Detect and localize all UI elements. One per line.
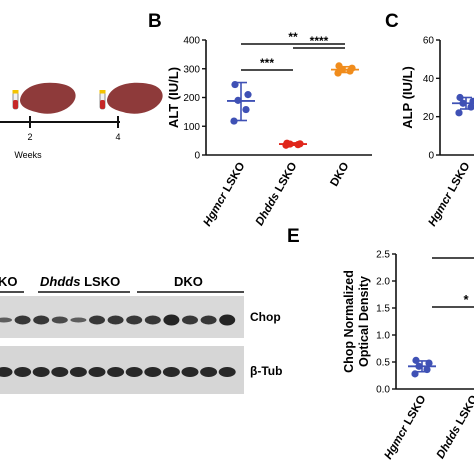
blot-band-chop xyxy=(14,315,31,325)
significance-label: **** xyxy=(310,34,329,48)
y-tick-label: 40 xyxy=(423,74,435,85)
liver-icon xyxy=(107,82,163,114)
blot-group-label: DKO xyxy=(174,274,203,289)
timeline-panel: 2 4 Weeks xyxy=(0,82,163,160)
y-axis-label: ALP (IU/L) xyxy=(400,66,415,129)
blot-band-chop xyxy=(219,314,236,326)
liver-icon xyxy=(20,82,76,114)
y-tick-label: 2.5 xyxy=(376,250,390,261)
blot-band-chop xyxy=(144,315,161,325)
blot-band-chop xyxy=(163,314,180,326)
y-axis-label: Optical Density xyxy=(357,276,371,367)
data-point xyxy=(231,80,239,89)
blot-band-tubulin xyxy=(69,367,87,377)
data-point xyxy=(242,105,250,114)
data-point xyxy=(411,370,419,378)
data-point xyxy=(469,97,474,105)
data-point xyxy=(234,96,242,104)
significance-label: * xyxy=(463,292,469,307)
data-point xyxy=(459,99,467,107)
western-blot-panel: KO Dhdds LSKO DKO Chop β-Tub xyxy=(0,274,282,394)
data-point xyxy=(283,139,291,147)
y-tick-label: 0 xyxy=(194,151,200,162)
y-tick-label: 300 xyxy=(183,64,200,75)
y-tick-label: 0.5 xyxy=(376,358,390,369)
x-category-label: Hgmcr LSKO xyxy=(426,160,472,228)
y-tick-label: 100 xyxy=(183,122,200,133)
blot-band-tubulin xyxy=(51,367,69,377)
y-tick-label: 0 xyxy=(428,151,434,162)
y-axis-label: Chop Normalized xyxy=(342,270,356,373)
blood-tube-icon xyxy=(99,90,106,110)
data-point xyxy=(412,356,420,364)
data-point xyxy=(415,362,423,370)
blot-band-tubulin xyxy=(200,367,218,377)
x-category-label: Hgmcr LSKO xyxy=(201,160,247,228)
chart-chop-density: 0.0 0.5 1.0 1.5 2.0 2.5 Chop Normalized Optical… xyxy=(342,250,474,461)
data-point xyxy=(296,140,304,148)
y-tick-label: 60 xyxy=(423,36,435,47)
y-tick-label: 2.0 xyxy=(376,277,390,288)
blot-band-chop xyxy=(126,315,143,325)
blot-band-chop xyxy=(89,315,105,325)
blot-band-tubulin xyxy=(88,367,106,377)
significance-label: ** xyxy=(288,30,298,44)
blot-band-tubulin xyxy=(218,367,236,377)
data-point xyxy=(423,365,431,374)
data-point xyxy=(335,62,343,70)
y-tick-label: 1.0 xyxy=(376,331,390,342)
blot-band-tubulin xyxy=(0,367,13,377)
blot-band-chop xyxy=(33,315,50,325)
blot-band-tubulin xyxy=(14,367,32,377)
blot-row-label-tubulin: β-Tub xyxy=(250,364,282,378)
x-category-label: Hgmcr LSKO xyxy=(382,393,428,461)
data-point xyxy=(244,91,252,99)
y-tick-label: 400 xyxy=(183,36,200,47)
y-axis-label: ALT (IU/L) xyxy=(166,67,181,128)
blot-band-tubulin xyxy=(125,367,143,377)
blot-band-tubulin xyxy=(144,367,162,377)
x-category-label: Dhdds LSKO xyxy=(254,160,300,227)
y-tick-label: 1.5 xyxy=(376,304,390,315)
blood-tube-icon xyxy=(12,90,19,110)
blot-band-tubulin xyxy=(107,367,125,377)
blot-band-chop xyxy=(200,315,217,325)
data-point xyxy=(455,109,463,117)
y-tick-label: 20 xyxy=(423,112,435,123)
blot-row-label-chop: Chop xyxy=(250,310,281,324)
data-point xyxy=(230,117,238,125)
blot-band-tubulin xyxy=(32,367,50,377)
data-point xyxy=(456,93,464,102)
blot-band-chop xyxy=(70,317,87,323)
blot-band-chop xyxy=(182,315,198,325)
significance-label: *** xyxy=(260,56,274,70)
data-point xyxy=(425,359,433,367)
timeline-tick-label: 2 xyxy=(27,132,32,142)
y-tick-label: 0.0 xyxy=(376,385,390,396)
data-point xyxy=(467,103,474,111)
blot-group-label: KO xyxy=(0,274,18,289)
y-tick-label: 200 xyxy=(183,93,200,104)
timeline-tick-label: 4 xyxy=(115,132,120,142)
x-category-label: DKO xyxy=(328,160,351,188)
chart-alp: 0 20 40 60 ALP (IU/L) Hgmcr LSKO xyxy=(400,36,474,228)
panel-label-b: B xyxy=(148,11,162,32)
x-category-label: Dhdds LSKO xyxy=(435,393,474,460)
data-point xyxy=(348,64,356,72)
blot-band-chop xyxy=(51,316,68,324)
blot-group-label: Dhdds LSKO xyxy=(40,274,120,289)
panel-label-e: E xyxy=(287,226,300,247)
blot-band-chop xyxy=(107,315,124,325)
blot-band-chop xyxy=(0,317,12,323)
timeline-axis-label: Weeks xyxy=(14,150,42,160)
blot-band-tubulin xyxy=(162,367,180,377)
blot-band-tubulin xyxy=(181,367,199,377)
panel-label-c: C xyxy=(385,11,399,32)
